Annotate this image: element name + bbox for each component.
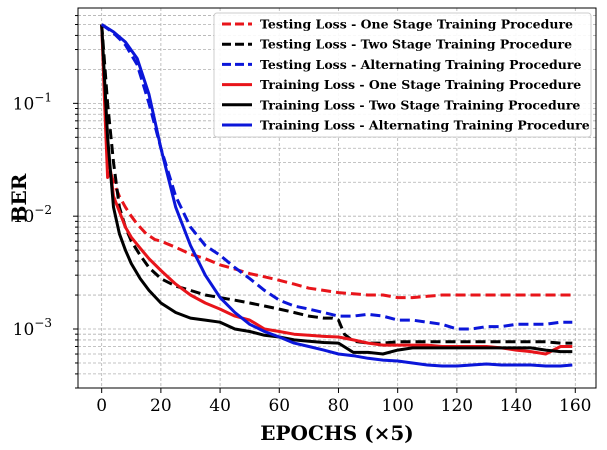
y-axis-title: BER <box>7 173 31 222</box>
x-tick-label: 80 <box>328 396 350 416</box>
x-tick-label: 100 <box>381 396 413 416</box>
legend-label: Training Loss - One Stage Training Proce… <box>260 77 581 92</box>
series-lines <box>100 23 573 368</box>
x-tick-label: 60 <box>268 396 290 416</box>
x-tick-label: 160 <box>559 396 591 416</box>
x-tick-label: 40 <box>209 396 231 416</box>
series-line-5 <box>100 24 573 356</box>
y-tick-label: 10−2 <box>13 203 52 227</box>
legend: Testing Loss - One Stage Training Proced… <box>213 12 592 138</box>
y-tick-label: 10−1 <box>13 90 52 114</box>
x-tick-label: 0 <box>96 396 107 416</box>
legend-label: Testing Loss - Alternating Training Proc… <box>260 57 581 72</box>
x-tick-label: 120 <box>441 396 473 416</box>
y-tick-label: 10−3 <box>13 316 52 340</box>
plot-frame <box>77 7 597 389</box>
x-tick-label: 140 <box>500 396 532 416</box>
legend-label: Testing Loss - One Stage Training Proced… <box>260 17 573 32</box>
series-line-6 <box>100 23 573 368</box>
series-line-1 <box>100 24 573 300</box>
legend-label: Testing Loss - Two Stage Training Proced… <box>260 37 572 52</box>
series-line-2 <box>100 24 573 345</box>
x-tick-label: 20 <box>150 396 172 416</box>
axis-ticks: 0 20 40 60 80 100 120 140 160 10−1 10−2 10−3 <box>13 15 592 416</box>
x-axis-title: EPOCHS (×5) <box>260 421 414 445</box>
legend-label: Training Loss - Two Stage Training Proce… <box>260 97 580 112</box>
legend-box <box>213 12 592 138</box>
legend-label: Training Loss - Alternating Training Pro… <box>260 118 590 133</box>
